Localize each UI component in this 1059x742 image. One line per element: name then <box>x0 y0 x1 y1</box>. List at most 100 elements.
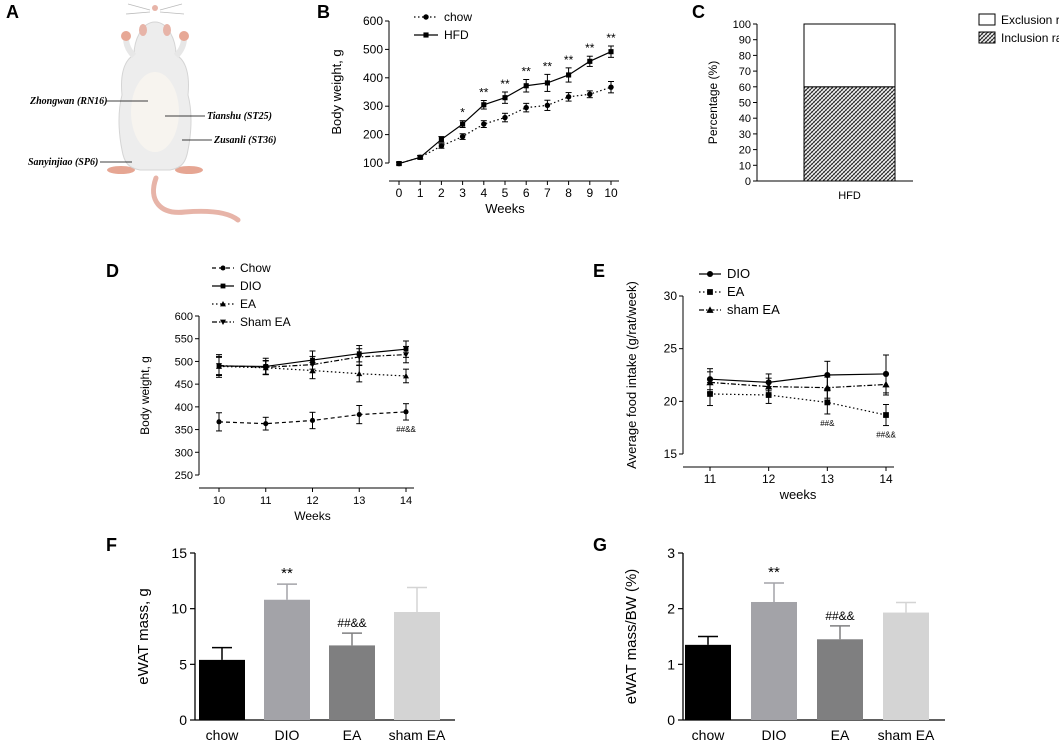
y-tick-label: 0 <box>667 712 675 728</box>
chart-g-ewat-mass-bw: 0 1 2 3 eWAT mass/BW (%) chow DIO ** EA ##&& sham … <box>623 545 945 742</box>
legend-marker <box>220 301 226 307</box>
legend-swatch <box>978 13 996 26</box>
data-point <box>523 104 529 111</box>
panel-e-label: E <box>593 261 606 281</box>
y-tick-label: 100 <box>363 156 383 170</box>
x-tick-label: 10 <box>213 495 225 507</box>
x-tick-label: 5 <box>502 186 509 200</box>
legend-label: sham EA <box>727 302 780 317</box>
chart-c-percentage: 0 10 20 30 40 50 60 70 80 90 100 Percentage (%) HFD E… <box>706 13 1059 202</box>
rat-left-ear <box>139 24 147 36</box>
y-tick-label: 450 <box>175 379 193 391</box>
significance-annotation: ##&& <box>396 425 416 434</box>
rat-left-foot <box>107 166 135 174</box>
data-point <box>403 372 409 379</box>
data-point <box>309 417 316 424</box>
y-tick-label: 30 <box>739 129 751 141</box>
x-tick-label: 6 <box>523 186 530 200</box>
panel-b-label: B <box>317 2 330 22</box>
y-tick-label: 25 <box>664 342 678 356</box>
legend-label: Chow <box>240 261 271 275</box>
rat-tail <box>151 175 241 223</box>
y-tick-label: 250 <box>175 470 193 482</box>
y-tick-label: 2 <box>667 601 675 617</box>
data-point <box>460 121 466 127</box>
y-tick-label: 15 <box>664 447 678 461</box>
bar-chow <box>685 644 731 720</box>
legend-marker <box>423 14 429 20</box>
bar-sham-ea <box>394 612 440 720</box>
x-tick-label: 11 <box>260 495 271 507</box>
significance-annotation: ** <box>479 86 489 100</box>
y-tick-label: 40 <box>739 113 751 125</box>
rat-illustration: Zhongwan (RN16) Tianshu (ST25) Zusanli (… <box>28 3 277 223</box>
rat-belly <box>131 72 179 152</box>
legend-swatch <box>978 31 996 44</box>
legend-label: HFD <box>444 28 469 42</box>
panel-f-label: F <box>106 535 117 555</box>
y-tick-label: 30 <box>664 289 678 303</box>
significance-annotation: ** <box>585 41 595 55</box>
legend-label: DIO <box>727 266 750 281</box>
y-tick-label: 80 <box>739 50 751 62</box>
x-tick-label: 12 <box>306 495 318 507</box>
legend-label: EA <box>240 297 256 311</box>
series-line-dio <box>709 373 887 383</box>
legend-label: DIO <box>240 279 261 293</box>
data-point <box>608 84 614 90</box>
y-tick-label: 600 <box>363 14 383 28</box>
legend-label: Inclusion rats <box>1001 31 1059 45</box>
significance-annotation: ##&& <box>825 609 854 623</box>
data-point <box>356 370 363 377</box>
chart-f-ewat-mass: 0 5 10 15 eWAT mass, g chow DIO ** EA ##&& sham EA <box>135 545 455 742</box>
x-tick-label: 8 <box>565 186 572 200</box>
panel-a-label: A <box>6 2 19 22</box>
bar-sham-ea <box>883 612 929 720</box>
y-tick-label: 5 <box>179 656 187 672</box>
x-tick-label: 11 <box>704 472 717 486</box>
y-tick-label: 500 <box>363 42 383 56</box>
x-tick-label: 9 <box>586 186 593 200</box>
y-axis-label: Body weight, g <box>329 49 344 134</box>
y-tick-label: 400 <box>175 402 193 414</box>
data-point <box>824 399 831 406</box>
x-tick-label: chow <box>692 727 726 742</box>
panel-c-label: C <box>692 2 705 22</box>
data-point <box>502 114 508 121</box>
data-point <box>263 421 269 427</box>
y-axis-label: eWAT mass/BW (%) <box>623 569 640 705</box>
chart-b-body-weight: 100 200 300 400 500 600 0 1 2 3 4 5 6 7 8 9 10 Weeks Body … <box>329 10 619 216</box>
data-point <box>356 354 363 360</box>
x-axis-label: Weeks <box>294 509 330 523</box>
data-point <box>396 161 402 167</box>
y-tick-label: 20 <box>664 394 678 408</box>
data-point <box>523 83 529 89</box>
significance-annotation: ** <box>768 564 780 581</box>
chart-d-body-weight: 250 300 350 400 450 500 550 600 10 11 12 13 14 Weeks B… <box>138 261 416 523</box>
data-point <box>438 136 444 142</box>
data-point <box>824 371 831 379</box>
y-axis-label: Average food intake (g/rat/week) <box>624 281 639 469</box>
x-tick-label: 1 <box>417 186 424 200</box>
rat-whiskers <box>125 3 185 15</box>
data-point <box>481 121 487 127</box>
panel-d-label: D <box>106 261 119 281</box>
chart-e-food-intake: 15 20 25 30 11 12 13 14 weeks Average food intake… <box>624 266 896 502</box>
x-tick-label: 14 <box>400 495 412 507</box>
y-tick-label: 300 <box>175 447 193 459</box>
significance-annotation: ##&& <box>337 616 366 630</box>
y-tick-label: 10 <box>739 160 751 172</box>
x-tick-label: 3 <box>459 186 466 200</box>
data-point <box>566 72 572 78</box>
x-tick-label: DIO <box>762 727 787 742</box>
x-tick-label: sham EA <box>389 727 446 742</box>
data-point <box>765 382 773 390</box>
bar-ea <box>817 639 863 720</box>
data-point <box>544 102 551 109</box>
x-axis-label: weeks <box>779 487 817 502</box>
y-axis-label: Percentage (%) <box>706 61 720 144</box>
x-tick-label: 10 <box>604 186 618 200</box>
data-point <box>544 80 550 86</box>
y-tick-label: 15 <box>171 545 187 561</box>
